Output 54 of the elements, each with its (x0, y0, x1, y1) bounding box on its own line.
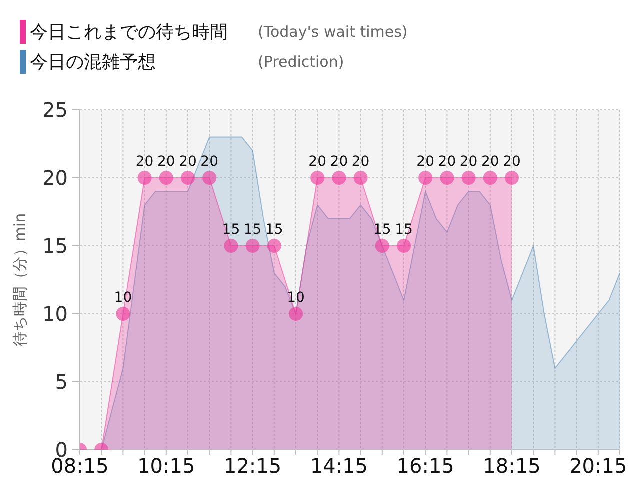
point (440, 171, 454, 185)
y-tick-label: 20 (42, 166, 68, 190)
point (462, 171, 476, 185)
data-label: 20 (416, 154, 435, 170)
data-label: 20 (352, 154, 370, 170)
legend-label: 今日これまでの待ち時間 (30, 21, 228, 44)
data-label: 20 (157, 154, 176, 170)
point (375, 239, 390, 253)
data-label: 20 (136, 154, 154, 170)
x-tick-label: 18:15 (483, 454, 541, 478)
y-axis-title: 待ち時間（分）min (11, 213, 29, 347)
point (397, 239, 411, 253)
point (418, 171, 433, 185)
point (332, 171, 346, 185)
point (181, 171, 195, 185)
x-tick-label: 10:15 (138, 454, 196, 478)
y-tick-label: 25 (42, 98, 68, 122)
data-label: 20 (481, 154, 500, 170)
point (289, 307, 303, 321)
data-label: 20 (179, 154, 197, 170)
point (310, 171, 325, 185)
y-tick-label: 15 (42, 234, 68, 258)
x-tick-label: 20:15 (570, 454, 628, 478)
point (202, 171, 217, 185)
data-label: 20 (330, 154, 348, 170)
point (483, 171, 498, 185)
data-label: 15 (395, 222, 413, 238)
point (138, 171, 152, 185)
text: (Prediction) (258, 53, 344, 71)
y-tick-label: 5 (55, 370, 68, 394)
text: (Today's wait times) (258, 23, 408, 41)
x-tick-label: 12:15 (224, 454, 282, 478)
point (246, 239, 260, 253)
point (267, 239, 282, 253)
point (224, 239, 238, 253)
data-label: 20 (200, 154, 219, 170)
point (505, 171, 519, 185)
y-tick-label: 10 (42, 302, 68, 326)
point (159, 171, 174, 185)
data-label: 20 (308, 154, 327, 170)
data-label: 10 (287, 290, 305, 306)
data-label: 15 (244, 222, 262, 238)
data-label: 20 (503, 154, 521, 170)
x-tick-label: 16:15 (396, 454, 454, 478)
data-label: 15 (222, 222, 240, 238)
data-label: 15 (373, 222, 392, 238)
data-label: 20 (460, 154, 478, 170)
point (354, 171, 368, 185)
data-label: 20 (438, 154, 456, 170)
data-label: 15 (265, 222, 284, 238)
data-label: 10 (114, 290, 132, 306)
point (116, 307, 130, 321)
legend-label: 今日の混雑予想 (30, 51, 156, 74)
x-tick-label: 14:15 (310, 454, 368, 478)
